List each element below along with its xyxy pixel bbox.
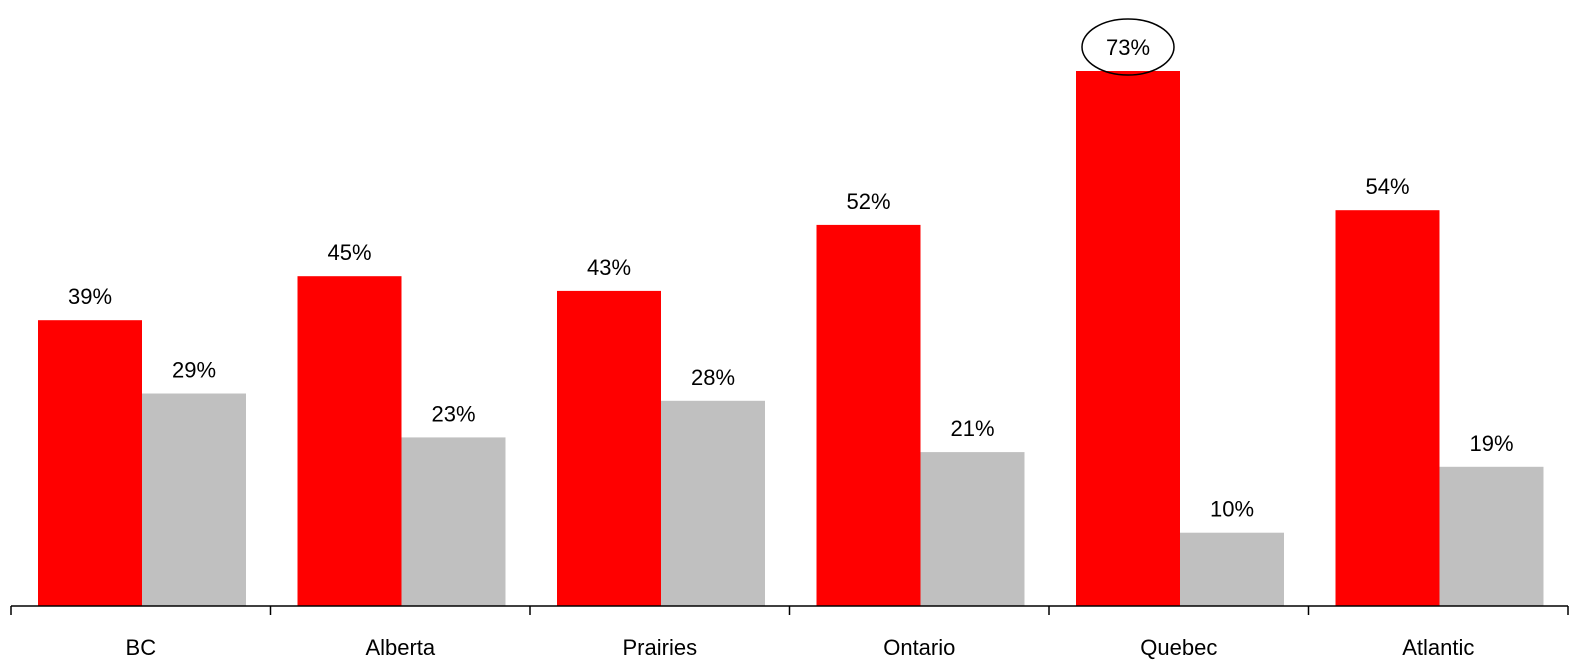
category-label-ontario: Ontario — [883, 635, 955, 660]
category-labels-layer: BC Alberta Prairies Ontario Quebec Atlantic — [126, 635, 1475, 660]
value-label-atlantic-series-1: 54% — [1365, 174, 1409, 199]
bar-quebec-series-2 — [1180, 532, 1284, 606]
value-label-alberta-series-2: 23% — [431, 401, 475, 426]
category-label-quebec: Quebec — [1140, 635, 1217, 660]
value-label-quebec-series-1: 73% — [1106, 35, 1150, 60]
value-labels-layer: 39% 29% 45% 23% 43% 28% 52% 21% 73% 10% 54% 19% — [68, 18, 1514, 522]
bar-atlantic-series-1 — [1335, 210, 1440, 606]
x-axis — [10, 605, 1569, 615]
category-label-bc: BC — [126, 635, 157, 660]
category-label-atlantic: Atlantic — [1402, 635, 1474, 660]
bar-ontario-series-2 — [920, 452, 1025, 606]
category-label-alberta: Alberta — [365, 635, 435, 660]
value-label-ontario-series-1: 52% — [846, 189, 890, 214]
bar-alberta-series-1 — [297, 276, 402, 606]
bar-atlantic-series-2 — [1439, 466, 1544, 606]
bar-prairies-series-1 — [557, 290, 661, 606]
highlight-ellipse — [1081, 18, 1175, 76]
value-label-bc-series-2: 29% — [172, 358, 216, 383]
bar-bc-series-1 — [38, 320, 142, 606]
value-label-alberta-series-1: 45% — [327, 240, 371, 265]
value-label-ontario-series-2: 21% — [950, 416, 994, 441]
value-label-prairies-series-2: 28% — [691, 365, 735, 390]
value-label-quebec-series-2: 10% — [1210, 497, 1254, 522]
category-label-prairies: Prairies — [623, 635, 698, 660]
value-label-prairies-series-1: 43% — [587, 255, 631, 280]
value-label-bc-series-1: 39% — [68, 284, 112, 309]
bar-prairies-series-2 — [661, 400, 765, 606]
bar-alberta-series-2 — [401, 437, 506, 606]
bar-ontario-series-1 — [816, 224, 921, 606]
value-label-atlantic-series-2: 19% — [1469, 431, 1513, 456]
bar-bc-series-2 — [142, 393, 246, 606]
bar-quebec-series-1 — [1076, 71, 1180, 606]
bars-layer — [38, 71, 1544, 606]
